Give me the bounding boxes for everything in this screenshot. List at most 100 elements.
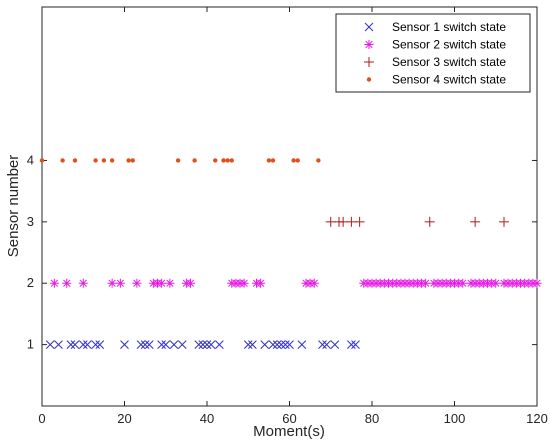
- point-sensor-1: [91, 340, 100, 349]
- point-sensor-2: [157, 278, 167, 288]
- point-sensor-1: [351, 340, 360, 349]
- point-sensor-4: [192, 158, 197, 163]
- point-sensor-4: [229, 158, 234, 163]
- legend-label-1: Sensor 1 switch state: [392, 20, 506, 34]
- point-sensor-1: [144, 340, 154, 349]
- x-tick-label: 0: [38, 411, 45, 426]
- legend-entry-1: Sensor 1 switch state: [364, 20, 506, 34]
- point-sensor-4: [175, 158, 181, 163]
- point-sensor-1: [45, 340, 55, 349]
- point-sensor-4: [93, 158, 98, 163]
- x-tick-label: 100: [444, 411, 466, 426]
- point-sensor-2: [107, 278, 117, 288]
- point-sensor-2: [491, 278, 501, 288]
- x-tick-label: 40: [200, 411, 214, 426]
- point-sensor-1: [243, 340, 253, 349]
- point-sensor-1: [206, 340, 216, 349]
- point-sensor-4: [109, 158, 115, 163]
- legend-entry-2: Sensor 2 switch state: [364, 38, 506, 52]
- point-sensor-1: [136, 340, 146, 349]
- point-sensor-2: [78, 278, 88, 288]
- point-sensor-2: [309, 278, 319, 288]
- point-sensor-1: [248, 340, 257, 349]
- point-sensor-2: [421, 278, 431, 288]
- legend-marker-1: [364, 22, 374, 32]
- point-sensor-1: [202, 340, 212, 349]
- point-sensor-1: [194, 340, 204, 349]
- point-sensor-1: [268, 340, 278, 349]
- legend-marker-4: [366, 77, 372, 82]
- point-sensor-4: [72, 158, 78, 163]
- series-2: [49, 278, 542, 288]
- point-sensor-2: [458, 278, 468, 288]
- point-sensor-2: [165, 278, 175, 288]
- series-3: [325, 216, 509, 227]
- point-sensor-1: [322, 340, 331, 349]
- point-sensor-1: [161, 340, 171, 349]
- point-sensor-1: [66, 340, 76, 349]
- point-sensor-1: [260, 340, 270, 349]
- point-sensor-1: [140, 340, 150, 349]
- point-sensor-4: [213, 158, 218, 163]
- point-sensor-4: [295, 158, 300, 163]
- point-sensor-4: [221, 158, 226, 163]
- point-sensor-4: [291, 158, 296, 163]
- point-sensor-1: [285, 340, 294, 349]
- point-sensor-2: [132, 278, 142, 288]
- x-tick-label: 60: [282, 411, 296, 426]
- legend-label-3: Sensor 3 switch state: [392, 55, 506, 69]
- data-points: [39, 158, 542, 349]
- x-tick-label: 80: [365, 411, 379, 426]
- point-sensor-4: [266, 158, 272, 163]
- y-tick-label: 2: [27, 275, 34, 290]
- point-sensor-2: [186, 278, 195, 288]
- point-sensor-4: [225, 158, 230, 163]
- point-sensor-2: [239, 278, 249, 288]
- legend-marker-2: [364, 40, 374, 49]
- point-sensor-1: [54, 340, 63, 349]
- point-sensor-3: [354, 216, 365, 227]
- point-sensor-4: [270, 158, 276, 163]
- point-sensor-2: [256, 278, 266, 288]
- x-axis-title: Moment(s): [253, 423, 325, 440]
- point-sensor-1: [330, 340, 340, 349]
- point-sensor-1: [120, 340, 129, 349]
- point-sensor-1: [272, 340, 282, 349]
- point-sensor-2: [49, 278, 59, 288]
- point-sensor-1: [177, 340, 187, 349]
- point-sensor-1: [215, 340, 224, 349]
- point-sensor-1: [281, 340, 290, 349]
- y-tick-label: 4: [27, 152, 34, 167]
- point-sensor-2: [115, 278, 125, 288]
- series-4: [39, 158, 321, 163]
- legend-marker-3: [364, 57, 374, 67]
- legend: Sensor 1 switch state Sensor 2 switch sta…: [335, 13, 531, 93]
- y-axis-title: Sensor number: [5, 155, 22, 258]
- point-sensor-4: [126, 158, 131, 163]
- point-sensor-4: [316, 158, 321, 163]
- legend-label-2: Sensor 2 switch state: [392, 38, 506, 52]
- series-1: [45, 340, 360, 349]
- point-sensor-2: [62, 278, 72, 288]
- point-sensor-1: [169, 340, 179, 349]
- point-sensor-1: [347, 340, 356, 349]
- point-sensor-1: [276, 340, 286, 349]
- point-sensor-3: [424, 216, 435, 227]
- legend-entry-3: Sensor 3 switch state: [364, 55, 506, 69]
- point-sensor-2: [532, 278, 542, 288]
- point-sensor-4: [39, 158, 45, 163]
- point-sensor-1: [318, 340, 327, 349]
- point-sensor-4: [60, 158, 65, 163]
- x-tick-label: 20: [117, 411, 131, 426]
- y-tick-label: 1: [27, 337, 34, 352]
- legend-entry-4: Sensor 4 switch state: [366, 73, 506, 87]
- point-sensor-1: [83, 340, 92, 349]
- point-sensor-1: [78, 340, 88, 349]
- point-sensor-1: [198, 340, 208, 349]
- point-sensor-4: [101, 158, 107, 163]
- y-tick-label: 3: [27, 214, 34, 229]
- point-sensor-4: [130, 158, 135, 163]
- point-sensor-1: [157, 340, 166, 349]
- point-sensor-3: [470, 216, 481, 227]
